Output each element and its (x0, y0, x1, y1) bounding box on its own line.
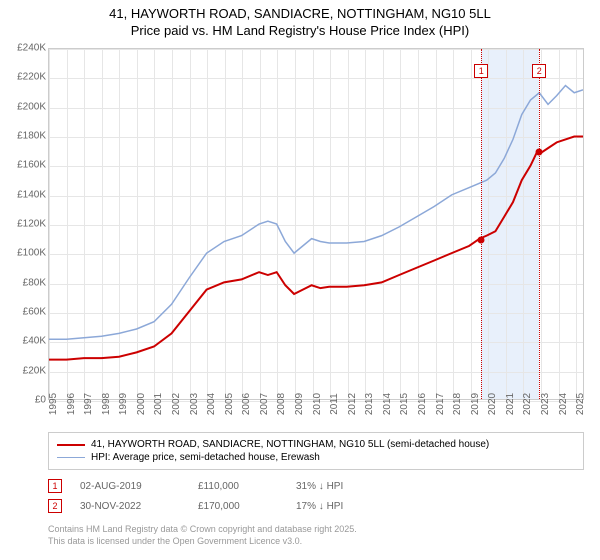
chart-svg (49, 49, 583, 399)
x-tick-label: 2021 (505, 393, 516, 415)
y-tick-label: £200K (17, 101, 46, 112)
x-tick-label: 2003 (189, 393, 200, 415)
y-tick-label: £80K (23, 277, 46, 288)
x-tick-label: 1998 (101, 393, 112, 415)
x-tick-label: 2015 (399, 393, 410, 415)
chart-container: 41, HAYWORTH ROAD, SANDIACRE, NOTTINGHAM… (0, 0, 600, 560)
x-tick-label: 2016 (417, 393, 428, 415)
footer-line1: Contains HM Land Registry data © Crown c… (48, 524, 357, 534)
x-tick-label: 2002 (171, 393, 182, 415)
x-tick-label: 1997 (83, 393, 94, 415)
y-tick-label: £60K (23, 307, 46, 318)
footer-attribution: Contains HM Land Registry data © Crown c… (48, 524, 357, 547)
chart-title: 41, HAYWORTH ROAD, SANDIACRE, NOTTINGHAM… (0, 0, 600, 42)
x-tick-label: 2010 (312, 393, 323, 415)
info-row: 2 30-NOV-2022 £170,000 17% ↓ HPI (48, 496, 584, 516)
x-tick-label: 2001 (153, 393, 164, 415)
marker-box: 1 (474, 64, 488, 78)
title-line1: 41, HAYWORTH ROAD, SANDIACRE, NOTTINGHAM… (109, 6, 491, 21)
x-tick-label: 2022 (522, 393, 533, 415)
info-date: 30-NOV-2022 (80, 501, 180, 512)
legend: 41, HAYWORTH ROAD, SANDIACRE, NOTTINGHAM… (48, 432, 584, 470)
marker-dot (478, 236, 485, 243)
marker-dot (536, 148, 543, 155)
x-tick-label: 2020 (487, 393, 498, 415)
x-tick-label: 1995 (48, 393, 59, 415)
x-tick-label: 1999 (118, 393, 129, 415)
x-tick-label: 2014 (382, 393, 393, 415)
y-tick-label: £120K (17, 219, 46, 230)
chart-plot-area: 12 (48, 48, 584, 400)
x-tick-label: 2019 (470, 393, 481, 415)
x-tick-label: 2023 (540, 393, 551, 415)
info-delta: 31% ↓ HPI (296, 481, 343, 492)
info-price: £110,000 (198, 481, 278, 492)
y-tick-label: £220K (17, 72, 46, 83)
x-tick-label: 2012 (347, 393, 358, 415)
y-tick-label: £160K (17, 160, 46, 171)
y-tick-label: £0 (35, 395, 46, 406)
legend-swatch (57, 457, 85, 458)
legend-label: 41, HAYWORTH ROAD, SANDIACRE, NOTTINGHAM… (91, 439, 489, 450)
x-tick-label: 2011 (329, 393, 340, 415)
y-tick-label: £180K (17, 131, 46, 142)
series-hpi (49, 85, 583, 339)
marker-line (539, 49, 540, 399)
info-price: £170,000 (198, 501, 278, 512)
series-price_paid (49, 137, 583, 360)
y-tick-label: £40K (23, 336, 46, 347)
legend-row: HPI: Average price, semi-detached house,… (57, 451, 575, 464)
x-tick-label: 2000 (136, 393, 147, 415)
info-date: 02-AUG-2019 (80, 481, 180, 492)
legend-swatch (57, 444, 85, 446)
x-tick-label: 2007 (259, 393, 270, 415)
y-tick-label: £140K (17, 189, 46, 200)
legend-row: 41, HAYWORTH ROAD, SANDIACRE, NOTTINGHAM… (57, 438, 575, 451)
legend-label: HPI: Average price, semi-detached house,… (91, 452, 320, 463)
info-table: 1 02-AUG-2019 £110,000 31% ↓ HPI 2 30-NO… (48, 476, 584, 516)
x-tick-label: 2013 (364, 393, 375, 415)
marker-line (481, 49, 482, 399)
y-tick-label: £100K (17, 248, 46, 259)
x-tick-label: 2017 (435, 393, 446, 415)
x-tick-label: 2005 (224, 393, 235, 415)
title-line2: Price paid vs. HM Land Registry's House … (131, 23, 469, 38)
y-tick-label: £20K (23, 365, 46, 376)
info-row: 1 02-AUG-2019 £110,000 31% ↓ HPI (48, 476, 584, 496)
x-tick-label: 2018 (452, 393, 463, 415)
x-tick-label: 2009 (294, 393, 305, 415)
info-marker-box: 2 (48, 499, 62, 513)
x-tick-label: 2024 (558, 393, 569, 415)
x-tick-label: 2008 (276, 393, 287, 415)
x-tick-label: 2006 (241, 393, 252, 415)
info-marker-box: 1 (48, 479, 62, 493)
y-tick-label: £240K (17, 43, 46, 54)
footer-line2: This data is licensed under the Open Gov… (48, 536, 302, 546)
x-tick-label: 1996 (66, 393, 77, 415)
marker-box: 2 (532, 64, 546, 78)
info-delta: 17% ↓ HPI (296, 501, 343, 512)
x-tick-label: 2004 (206, 393, 217, 415)
x-tick-label: 2025 (575, 393, 586, 415)
